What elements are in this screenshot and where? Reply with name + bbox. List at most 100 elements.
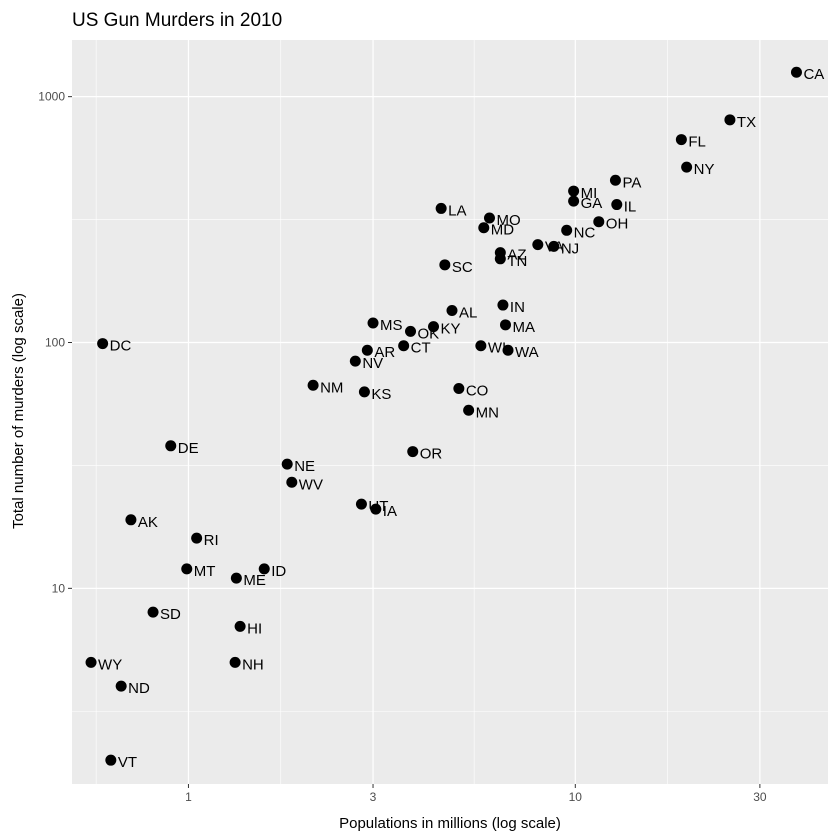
point-label-nm: NM (320, 379, 343, 396)
point-label-me: ME (243, 572, 265, 589)
point-label-oh: OH (606, 216, 629, 233)
point-label-tn: TN (507, 253, 527, 270)
data-point-nd (115, 680, 127, 692)
data-point-nv (349, 355, 361, 367)
point-label-wa: WA (515, 344, 539, 361)
point-label-ut: UT (368, 498, 388, 515)
point-label-ky: KY (441, 321, 461, 338)
point-label-la: LA (448, 202, 466, 219)
data-point-wy (85, 656, 97, 668)
chart-title: US Gun Murders in 2010 (72, 10, 282, 31)
point-label-ne: NE (294, 458, 315, 475)
point-label-ar: AR (374, 344, 395, 361)
minor-gridlines (72, 40, 828, 784)
data-point-in (497, 299, 509, 311)
point-label-va: VA (545, 239, 564, 256)
point-label-ma: MA (512, 319, 535, 336)
data-point-co (453, 382, 465, 394)
data-point-la (435, 202, 447, 214)
point-label-az: AZ (507, 247, 526, 264)
point-label-de: DE (178, 440, 199, 457)
data-point-dc (97, 338, 109, 350)
data-point-ar (361, 344, 373, 356)
data-point-oh (593, 216, 605, 228)
x-axis: 1 3 10 30 (185, 784, 767, 804)
point-label-id: ID (271, 563, 286, 580)
data-point-mi (568, 185, 580, 197)
point-label-ms: MS (380, 317, 403, 334)
data-point-nc (561, 224, 573, 236)
point-label-md: MD (491, 222, 514, 239)
data-point-vt (105, 754, 117, 766)
data-points (85, 66, 802, 766)
y-tick-label: 10 (52, 581, 66, 595)
point-label-ny: NY (694, 161, 715, 178)
point-label-nj: NJ (561, 240, 579, 257)
data-point-ia (370, 503, 382, 515)
data-point-ms (367, 317, 379, 329)
major-gridlines (72, 40, 828, 784)
data-point-de (165, 440, 177, 452)
data-point-il (611, 199, 623, 211)
x-tick-label: 10 (569, 790, 583, 804)
y-axis: 10 100 1000 (38, 90, 72, 595)
data-point-md (478, 222, 490, 234)
point-label-mt: MT (194, 563, 216, 580)
data-point-wv (286, 476, 298, 488)
data-point-ne (281, 458, 293, 470)
data-point-ct (398, 340, 410, 352)
data-point-ut (355, 498, 367, 510)
point-label-ak: AK (138, 514, 158, 531)
point-label-ga: GA (581, 195, 603, 212)
point-label-il: IL (624, 199, 637, 216)
data-point-hi (234, 620, 246, 632)
point-label-wi: WI (488, 340, 506, 357)
data-point-tx (724, 114, 736, 126)
x-tick-label: 3 (370, 790, 377, 804)
data-point-nm (307, 379, 319, 391)
data-point-tn (494, 253, 506, 265)
plot-panel (72, 40, 828, 784)
point-label-co: CO (466, 382, 489, 399)
data-point-nh (229, 656, 241, 668)
data-point-al (446, 304, 458, 316)
data-point-or (407, 446, 419, 458)
data-point-va (532, 239, 544, 251)
x-tick-label: 1 (185, 790, 192, 804)
data-point-mn (463, 404, 475, 416)
data-point-mt (181, 563, 193, 575)
point-label-or: OR (420, 446, 443, 463)
point-label-dc: DC (110, 338, 132, 355)
point-label-nc: NC (574, 224, 596, 241)
data-point-ma (499, 319, 511, 331)
point-label-ca: CA (803, 66, 824, 83)
x-axis-title: Populations in millions (log scale) (339, 815, 561, 832)
point-label-tx: TX (737, 114, 756, 131)
point-label-ia: IA (383, 503, 397, 520)
data-point-ri (191, 532, 203, 544)
data-point-nj (548, 240, 560, 252)
data-point-wi (475, 340, 487, 352)
point-label-wy: WY (98, 656, 122, 673)
point-label-wv: WV (299, 476, 323, 493)
data-point-sd (147, 606, 159, 618)
point-label-ct: CT (411, 340, 431, 357)
point-label-ks: KS (371, 386, 391, 403)
point-label-mo: MO (496, 212, 520, 229)
data-point-ny (681, 161, 693, 173)
data-point-wa (502, 344, 514, 356)
data-point-ok (405, 325, 417, 337)
point-label-sd: SD (160, 606, 181, 623)
point-label-nh: NH (242, 656, 264, 673)
point-label-nv: NV (362, 355, 383, 372)
point-label-sc: SC (452, 259, 473, 276)
y-tick-label: 1000 (38, 90, 65, 104)
data-point-ak (125, 514, 137, 526)
data-point-ca (790, 66, 802, 78)
point-label-hi: HI (247, 620, 262, 637)
data-point-fl (675, 134, 687, 146)
point-label-al: AL (459, 304, 477, 321)
y-axis-title: Total number of murders (log scale) (10, 293, 27, 529)
